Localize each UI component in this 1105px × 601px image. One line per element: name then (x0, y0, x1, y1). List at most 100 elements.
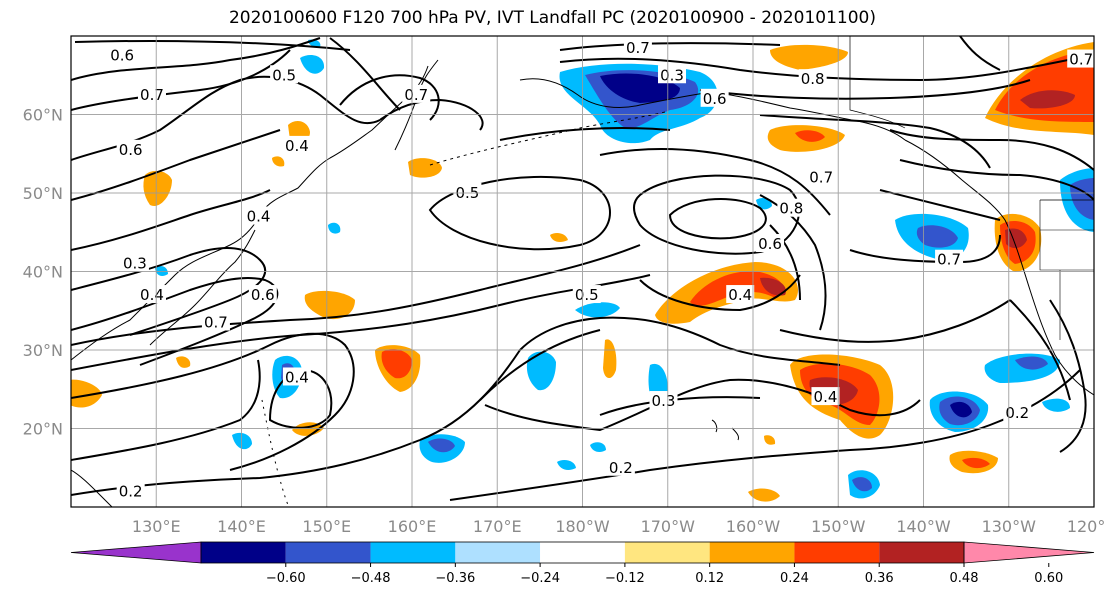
pv-contour (71, 244, 641, 346)
contour-label-bg (1067, 49, 1094, 68)
lat-tick-label: 50°N (23, 184, 63, 203)
pv-contour (759, 114, 991, 169)
pv-contour (639, 274, 801, 312)
pv-contour (71, 359, 261, 461)
lat-tick-label: 20°N (23, 420, 63, 439)
contour-label-bg (282, 367, 311, 386)
contour-label: 0.3 (123, 255, 147, 273)
pv-contour (499, 127, 671, 141)
contour-label: 0.2 (609, 459, 633, 477)
gridlines (71, 36, 1094, 507)
colorbar-tick-label: −0.36 (435, 571, 475, 586)
pc-negative-region (526, 351, 556, 391)
pc-positive-region (1020, 90, 1075, 109)
colorbar-tick-label: −0.24 (520, 571, 560, 586)
philippines-coastline (71, 469, 113, 507)
contour-label-bg (244, 206, 273, 225)
north-america-coastline (904, 139, 1094, 396)
pc-negative-region (1042, 398, 1070, 412)
contour-label: 0.6 (119, 141, 143, 159)
pv-contour (1009, 299, 1071, 401)
colorbar-tick-label: 0.12 (695, 571, 724, 586)
contour-label-bg (700, 88, 729, 107)
colorbar-segment (794, 542, 880, 563)
pc-negative-region (590, 442, 606, 453)
pv-contour (668, 197, 767, 240)
contour-label: 0.4 (247, 208, 271, 226)
colorbar-extend-min (70, 541, 202, 564)
lon-tick-label: 180°W (555, 517, 610, 536)
map-frame (70, 35, 1095, 508)
pc-negative-region (950, 401, 972, 418)
lon-tick-label: 160°W (726, 517, 781, 536)
colorbar-extend-max (963, 541, 1095, 564)
contour-label-bg (1003, 402, 1032, 421)
contour-label: 0.4 (285, 368, 309, 386)
pv-contour (74, 39, 351, 51)
pv-contour (71, 49, 291, 111)
contour-label-bg (798, 69, 827, 88)
contour-label-bg (606, 457, 635, 476)
pv-contour (71, 277, 279, 366)
contour-label: 0.7 (1069, 51, 1093, 69)
contour-label: 0.4 (140, 286, 164, 304)
contour-label: 0.4 (728, 286, 752, 304)
contour-label-bg (658, 65, 687, 84)
contour-label-bg (248, 285, 277, 304)
contour-label-bg (402, 84, 431, 103)
contour-label-bg (756, 234, 785, 253)
pc-positive-region (603, 339, 617, 379)
colorbar-segment (709, 542, 795, 563)
contour-labels: 0.6 0.5 0.7 0.6 0.4 0.4 0.3 0.4 0.6 0.7 0.4 0.2 0.7 0… (108, 37, 1094, 500)
contour-label: 0.7 (140, 86, 164, 104)
contour-label-bg (116, 481, 145, 500)
pc-negative-region (916, 225, 958, 248)
pv-contour (484, 378, 921, 432)
pc-positive-region (176, 356, 191, 368)
pc-negative-region (756, 198, 772, 210)
pv-contour (889, 129, 1094, 171)
lon-tick-label: 130°E (132, 517, 181, 536)
contour-label-bg (137, 84, 166, 103)
pv-contour (71, 129, 281, 201)
pc-positive-region (381, 349, 412, 379)
lon-tick-label: 160°E (388, 517, 437, 536)
colorbar-tick-label: −0.60 (266, 571, 306, 586)
contour-label-bg (108, 45, 137, 64)
contour-label: 0.4 (814, 388, 838, 406)
pc-negative-region (1015, 356, 1048, 370)
colorbar-segment (540, 542, 625, 563)
contour-label-bg (270, 65, 299, 84)
lat-tick-label: 60°N (23, 106, 63, 125)
lon-tick-label: 150°E (302, 517, 351, 536)
pv-contour (71, 37, 321, 81)
lon-tick-label: 170°W (641, 517, 696, 536)
pc-positive-region (143, 170, 172, 206)
pv-contour (1049, 299, 1087, 453)
contour-label: 0.2 (119, 482, 143, 500)
pc-shading (71, 39, 1094, 502)
lon-tick-label: 120°W (1067, 517, 1105, 536)
contour-label-bg (572, 285, 601, 304)
colorbar-segment (370, 542, 456, 563)
contour-label: 0.6 (110, 47, 134, 65)
us-state-lines (1039, 200, 1094, 340)
latitude-labels: 60°N 50°N 40°N 30°N 20°N (23, 106, 63, 439)
map-title: 2020100600 F120 700 hPa PV, IVT Landfall… (228, 8, 876, 28)
contour-label-bg (623, 37, 652, 56)
colorbar-tick-label: 0.48 (950, 571, 979, 586)
contour-label: 0.2 (1005, 404, 1029, 422)
pc-positive-region (764, 435, 776, 445)
contour-label: 0.3 (660, 66, 684, 84)
colorbar-tick-label: −0.48 (351, 571, 391, 586)
contour-label: 0.6 (703, 90, 727, 108)
pv-contour (419, 316, 841, 441)
pc-positive-region (760, 277, 786, 296)
contour-label: 0.7 (626, 39, 650, 57)
longitude-labels: 130°E 140°E 150°E 160°E 170°E 180°W 170°W 160°W… (132, 517, 1105, 536)
contour-label: 0.7 (809, 168, 833, 186)
pv-contour (71, 189, 271, 251)
colorbar-segment (624, 542, 710, 563)
lon-tick-label: 140°E (217, 517, 266, 536)
lon-tick-label: 170°E (473, 517, 522, 536)
